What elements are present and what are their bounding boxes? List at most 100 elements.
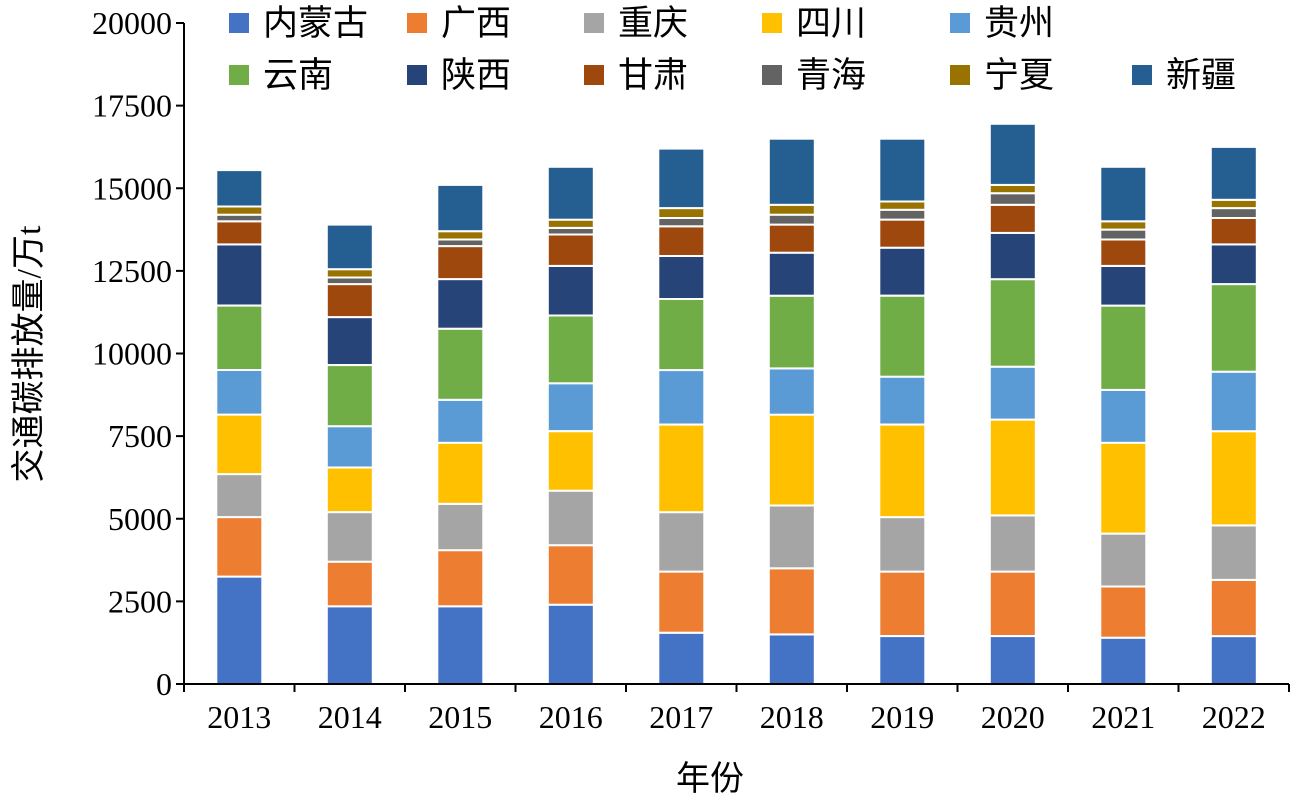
bar-segment xyxy=(1209,145,1258,201)
bar-segment xyxy=(1209,370,1258,433)
legend-label: 四川 xyxy=(796,4,866,43)
legend-swatch xyxy=(407,65,427,85)
y-tick-label: 0 xyxy=(156,666,172,702)
bar-segment xyxy=(878,218,927,249)
bar-segment xyxy=(436,398,485,444)
bar-segment xyxy=(546,314,595,385)
bar-segment xyxy=(767,251,816,297)
bar-segment xyxy=(1099,220,1148,231)
bar-segment xyxy=(1209,283,1258,373)
y-tick-label: 7500 xyxy=(108,418,172,454)
bar-segment xyxy=(215,169,264,208)
bar-segment xyxy=(546,489,595,547)
bar-segment xyxy=(215,205,264,216)
bar-segment xyxy=(436,245,485,281)
legend-label: 内蒙古 xyxy=(263,4,368,43)
legend-label: 陕西 xyxy=(441,56,511,95)
bar-segment xyxy=(325,466,374,514)
bar-segment xyxy=(988,231,1037,281)
legend-swatch xyxy=(229,65,249,85)
x-tick-label: 2021 xyxy=(1091,699,1155,735)
bar-segment xyxy=(1099,532,1148,588)
x-tick-label: 2013 xyxy=(207,699,271,735)
bar-segment xyxy=(988,514,1037,573)
bar-segment xyxy=(436,327,485,401)
bar-segment xyxy=(215,413,264,476)
bar-segment xyxy=(546,165,595,221)
bar-segment xyxy=(1209,198,1258,210)
bar-segment xyxy=(325,511,374,563)
bar-segment xyxy=(988,278,1037,368)
x-tick-label: 2014 xyxy=(318,699,382,735)
bar-segment xyxy=(215,575,264,685)
legend-swatch xyxy=(762,65,782,85)
x-tick-label: 2018 xyxy=(760,699,824,735)
bar-segment xyxy=(657,207,706,220)
bar-segment xyxy=(325,425,374,469)
bar-segment xyxy=(215,304,264,372)
bar-segment xyxy=(215,473,264,519)
bar-segment xyxy=(878,294,927,378)
bar-segment xyxy=(878,423,927,519)
legend-swatch xyxy=(229,13,249,33)
bar-segment xyxy=(767,567,816,636)
bar-segment xyxy=(325,364,374,428)
legend-label: 青海 xyxy=(796,56,866,95)
legend-swatch xyxy=(584,13,604,33)
bar-segment xyxy=(1099,264,1148,307)
bar-segment xyxy=(1209,635,1258,685)
bar-segment xyxy=(1209,217,1258,246)
y-tick-label: 15000 xyxy=(92,170,172,206)
bar-segment xyxy=(436,230,485,241)
bar-segment xyxy=(878,208,927,221)
bar-segment xyxy=(1099,165,1148,223)
legend-swatch xyxy=(584,65,604,85)
bar-segment xyxy=(1099,441,1148,535)
legend-label: 新疆 xyxy=(1166,56,1236,95)
bar-segment xyxy=(657,255,706,300)
bar-segment xyxy=(325,223,374,271)
bar-segment xyxy=(657,511,706,573)
y-tick-label: 2500 xyxy=(108,583,172,619)
bar-segment xyxy=(215,243,264,307)
bar-segment xyxy=(988,418,1037,517)
x-tick-label: 2017 xyxy=(649,699,713,735)
y-tick-label: 12500 xyxy=(92,253,172,289)
y-ticks: 0 2500 5000 7500 10000 12500 15000 17500 20000 xyxy=(92,5,184,702)
bar-segment xyxy=(878,516,927,573)
bar-segment xyxy=(767,203,816,216)
bar-segment xyxy=(767,223,816,254)
legend-swatch xyxy=(950,65,970,85)
bar-segment xyxy=(546,264,595,317)
legend-label: 贵州 xyxy=(984,4,1054,43)
bar-segment xyxy=(436,605,485,685)
y-axis-title: 交通碳排放量/万t xyxy=(10,225,48,482)
bar-segment xyxy=(657,298,706,372)
bar-segment xyxy=(546,603,595,686)
bar-segment xyxy=(878,635,927,685)
bar-segment xyxy=(657,369,706,426)
x-tick-label: 2020 xyxy=(981,699,1045,735)
bar-segment xyxy=(546,233,595,267)
legend-label: 重庆 xyxy=(618,4,688,43)
bar-segment xyxy=(325,268,374,279)
bar-segment xyxy=(1099,228,1148,241)
bar-segment xyxy=(767,213,816,226)
bar-segment xyxy=(436,441,485,505)
bar-segment xyxy=(878,137,927,203)
bar-segment xyxy=(767,633,816,686)
bar-segment xyxy=(988,192,1037,206)
legend-label: 广西 xyxy=(441,4,511,43)
bar-segment xyxy=(767,137,816,206)
bar-segment xyxy=(657,225,706,258)
legend-swatch xyxy=(1132,65,1152,85)
bar-segment xyxy=(988,570,1037,637)
bar-segment xyxy=(1209,207,1258,220)
legend-label: 云南 xyxy=(263,56,333,95)
bar-segment xyxy=(546,430,595,492)
y-tick-label: 17500 xyxy=(92,88,172,124)
bar-segment xyxy=(1209,524,1258,581)
x-tick-label: 2015 xyxy=(428,699,492,735)
bar-segment xyxy=(988,183,1037,195)
